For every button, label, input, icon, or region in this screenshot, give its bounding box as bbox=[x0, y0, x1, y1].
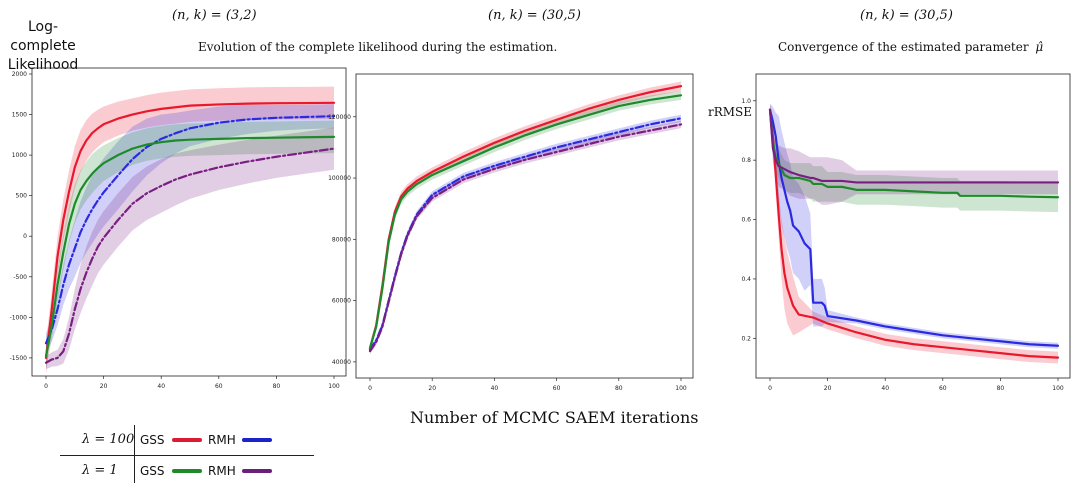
y-tick-label: -1500 bbox=[10, 355, 28, 362]
chart-panel-middle: 0 20 40 60 80 100 40000 60000 80000 100000 120000 bbox=[328, 73, 694, 392]
plot-area-left bbox=[44, 86, 336, 375]
confidence-band-rmh-1 bbox=[770, 103, 1058, 205]
series-line-rmh-1 bbox=[368, 123, 683, 353]
y-tick-label: 0.4 bbox=[741, 276, 751, 283]
legend-rmh-1-line bbox=[242, 469, 272, 473]
x-tick-label: 60 bbox=[939, 385, 947, 392]
confidence-band-gss-100 bbox=[46, 86, 334, 375]
legend-gss-1-line bbox=[172, 469, 202, 473]
series-line-rmh-100 bbox=[768, 108, 1060, 347]
y-tick-label: 0 bbox=[23, 233, 27, 240]
convergence-subtitle: Convergence of the estimated parameter μ… bbox=[778, 40, 1043, 54]
chart-panel-right: 0 20 40 60 80 100 0.2 0.4 0.6 0.8 1.0 bbox=[741, 73, 1071, 392]
plot-area-middle bbox=[368, 81, 683, 355]
x-tick-label: 100 bbox=[328, 383, 340, 390]
x-tick-label: 0 bbox=[768, 385, 772, 392]
legend-lambda-1: λ = 1 bbox=[82, 463, 118, 478]
legend-gss-label-100: GSS bbox=[140, 433, 165, 447]
y-tick-label: 1.0 bbox=[741, 98, 751, 105]
series-line-gss-1 bbox=[44, 135, 336, 358]
plot-frame-left bbox=[31, 67, 347, 377]
confidence-band-rmh-100 bbox=[770, 103, 1058, 349]
series-line-gss-100 bbox=[44, 101, 336, 359]
x-tick-label: 100 bbox=[1052, 385, 1064, 392]
y-tick-label: 0.6 bbox=[741, 217, 751, 224]
plot-frame-right bbox=[755, 73, 1071, 379]
series-line-gss-100 bbox=[768, 108, 1060, 359]
x-tick-label: 0 bbox=[368, 385, 372, 392]
y-tick-label: 500 bbox=[16, 193, 28, 200]
legend-hline bbox=[60, 455, 314, 456]
x-axis-label: Number of MCMC SAEM iterations bbox=[410, 408, 699, 427]
x-tick-label: 20 bbox=[428, 385, 436, 392]
confidence-band-rmh-100 bbox=[370, 114, 681, 353]
plot-area-right bbox=[768, 103, 1060, 364]
y-tick-label: 100000 bbox=[328, 175, 351, 182]
y-tick-label: 80000 bbox=[332, 236, 351, 243]
right-panel-title: (n, k) = (30,5) bbox=[860, 8, 953, 23]
mu-hat-symbol: μ̂ bbox=[1035, 40, 1044, 54]
x-tick-label: 20 bbox=[100, 383, 108, 390]
chart-panel-left: 0 20 40 60 80 100 -1500 -1000 -500 0 500 1000 1500 20… bbox=[10, 67, 347, 390]
y-tick-label: 0.8 bbox=[741, 157, 751, 164]
left-y-axis-label: Log-complete Likelihood bbox=[7, 19, 79, 73]
y-tick-label: 0.2 bbox=[741, 335, 751, 342]
y-tick-label: -1000 bbox=[10, 314, 28, 321]
x-tick-label: 80 bbox=[997, 385, 1005, 392]
y-tick-label: 40000 bbox=[332, 359, 351, 366]
x-tick-label: 40 bbox=[157, 383, 165, 390]
legend: λ = 100 GSS RMH λ = 1 GSS RMH bbox=[60, 425, 320, 485]
legend-lambda-100: λ = 100 bbox=[82, 432, 135, 447]
series-line-rmh-1 bbox=[768, 108, 1060, 184]
legend-rmh-100-line bbox=[242, 438, 272, 442]
x-tick-label: 0 bbox=[44, 383, 48, 390]
x-tick-label: 40 bbox=[881, 385, 889, 392]
plot-frame-middle bbox=[355, 73, 694, 379]
y-tick-label: 60000 bbox=[332, 298, 351, 305]
y-tick-label: -500 bbox=[13, 274, 27, 281]
series-line-rmh-1 bbox=[44, 147, 336, 364]
confidence-band-gss-1 bbox=[46, 120, 334, 369]
legend-gss-100-line bbox=[172, 438, 202, 442]
likelihood-subtitle: Evolution of the complete likelihood dur… bbox=[198, 40, 558, 54]
legend-vline bbox=[134, 425, 135, 483]
x-tick-label: 60 bbox=[215, 383, 223, 390]
convergence-subtitle-text: Convergence of the estimated parameter bbox=[778, 40, 1029, 54]
confidence-band-rmh-100 bbox=[46, 104, 334, 354]
x-tick-label: 100 bbox=[675, 385, 687, 392]
legend-gss-label-1: GSS bbox=[140, 464, 165, 478]
x-tick-label: 80 bbox=[273, 383, 281, 390]
x-tick-label: 80 bbox=[615, 385, 623, 392]
y-tick-label: 1000 bbox=[12, 152, 27, 159]
right-y-axis-label: rRMSE bbox=[708, 105, 753, 119]
y-tick-label: 2000 bbox=[12, 71, 27, 78]
x-tick-label: 60 bbox=[553, 385, 561, 392]
x-tick-label: 20 bbox=[824, 385, 832, 392]
y-tick-label: 1500 bbox=[12, 112, 27, 119]
series-line-gss-1 bbox=[768, 108, 1060, 199]
left-panel-title: (n, k) = (3,2) bbox=[172, 8, 257, 23]
legend-rmh-label-100: RMH bbox=[208, 433, 236, 447]
series-line-rmh-100 bbox=[44, 115, 336, 345]
middle-panel-title: (n, k) = (30,5) bbox=[488, 8, 581, 23]
series-line-gss-1 bbox=[368, 94, 683, 350]
x-tick-label: 40 bbox=[491, 385, 499, 392]
y-tick-label: 120000 bbox=[328, 114, 351, 121]
confidence-band-gss-1 bbox=[770, 103, 1058, 213]
legend-rmh-label-1: RMH bbox=[208, 464, 236, 478]
